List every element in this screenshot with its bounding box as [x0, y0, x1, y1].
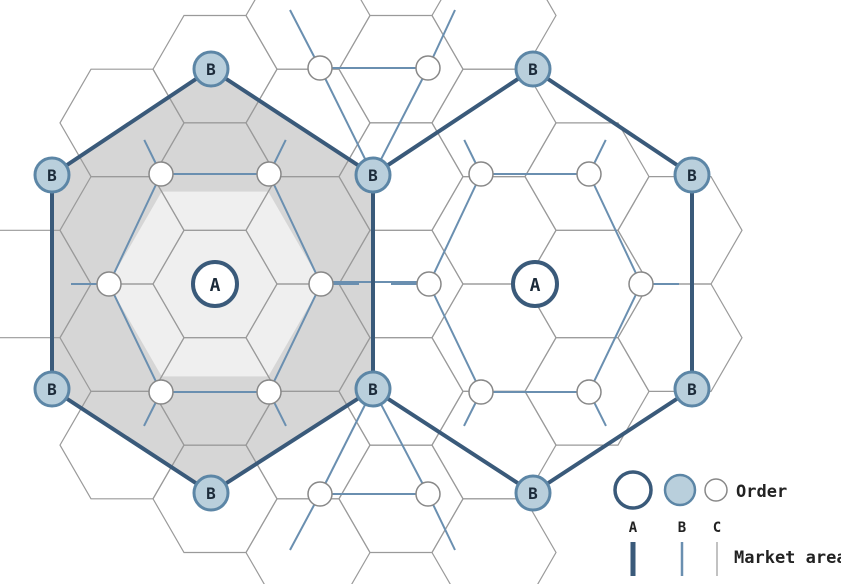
order-b-label: B [368, 380, 378, 399]
order-b-node: B [673, 156, 711, 194]
order-b-label: B [368, 166, 378, 185]
order-c-node [148, 161, 174, 187]
order-b-label: B [206, 60, 216, 79]
network-line [319, 67, 374, 176]
order-a-circle [191, 260, 239, 308]
legend-order-c-symbol [704, 478, 728, 502]
order-c-node [96, 271, 122, 297]
network-line [588, 283, 642, 393]
order-c-node [576, 161, 602, 187]
order-b-circle [192, 474, 230, 512]
order-b-circle [673, 156, 711, 194]
legend-order-b-symbol [663, 473, 697, 507]
order-b-node: B [673, 370, 711, 408]
order-c-node [576, 379, 602, 405]
order-c-node [628, 271, 654, 297]
network-line [428, 283, 482, 393]
order-b-label: B [528, 60, 538, 79]
order-c-node [256, 161, 282, 187]
legend: Order A B C Market area [613, 470, 841, 576]
hexagon-cell [245, 0, 371, 70]
network-line [108, 173, 162, 285]
order-b-node: B [192, 474, 230, 512]
order-b-label: B [687, 166, 697, 185]
legend-order-label: Order [736, 482, 787, 502]
legend-letter-c: C [713, 520, 721, 536]
legend-market-area-label: Market area [734, 548, 841, 568]
network-line [268, 173, 322, 285]
order-c-node [308, 271, 334, 297]
order-b-label: B [206, 484, 216, 503]
order-a-circle [511, 260, 559, 308]
hexagon-grid [0, 0, 743, 584]
order-b-circle [354, 370, 392, 408]
order-nodes: B B B B B B B B B B A A [33, 50, 711, 512]
legend-letter-b: B [678, 520, 686, 536]
hexagon-cell [617, 176, 743, 285]
order-c-node [415, 481, 441, 507]
network-line [372, 388, 429, 495]
hexagon-cell [617, 283, 743, 392]
order-b-node: B [192, 50, 230, 88]
order-c-node [148, 379, 174, 405]
order-c-node [468, 161, 494, 187]
network-line [372, 67, 429, 176]
order-a-node: A [191, 260, 239, 308]
order-b-circle [354, 156, 392, 194]
order-b-label: B [47, 166, 57, 185]
order-a-node: A [511, 260, 559, 308]
order-b-node: B [514, 474, 552, 512]
order-c-node [307, 55, 333, 81]
order-b-node: B [354, 370, 392, 408]
order-b-circle [33, 156, 71, 194]
legend-order-a-symbol [613, 470, 653, 510]
network-line [108, 283, 162, 393]
order-c-node [468, 379, 494, 405]
order-b-circle [192, 50, 230, 88]
order-b-node: B [33, 370, 71, 408]
network-line [588, 173, 642, 285]
order-b-node: B [514, 50, 552, 88]
order-b-node: B [354, 156, 392, 194]
network-line [428, 173, 482, 285]
order-b-label: B [528, 484, 538, 503]
network-line [268, 283, 322, 393]
hexagon-cell [338, 444, 464, 554]
order-c-node [307, 481, 333, 507]
order-b-circle [514, 474, 552, 512]
order-b-node: B [33, 156, 71, 194]
order-c-node [415, 55, 441, 81]
legend-letter-a: A [629, 520, 638, 536]
network-line [319, 388, 374, 495]
order-c-node [416, 271, 442, 297]
order-b-label: B [687, 380, 697, 399]
order-a-label: A [210, 275, 221, 296]
order-b-label: B [47, 380, 57, 399]
order-a-label: A [530, 275, 541, 296]
hexagon-cell [245, 498, 371, 584]
order-b-circle [33, 370, 71, 408]
order-c-node [256, 379, 282, 405]
order-b-circle [673, 370, 711, 408]
order-b-circle [514, 50, 552, 88]
